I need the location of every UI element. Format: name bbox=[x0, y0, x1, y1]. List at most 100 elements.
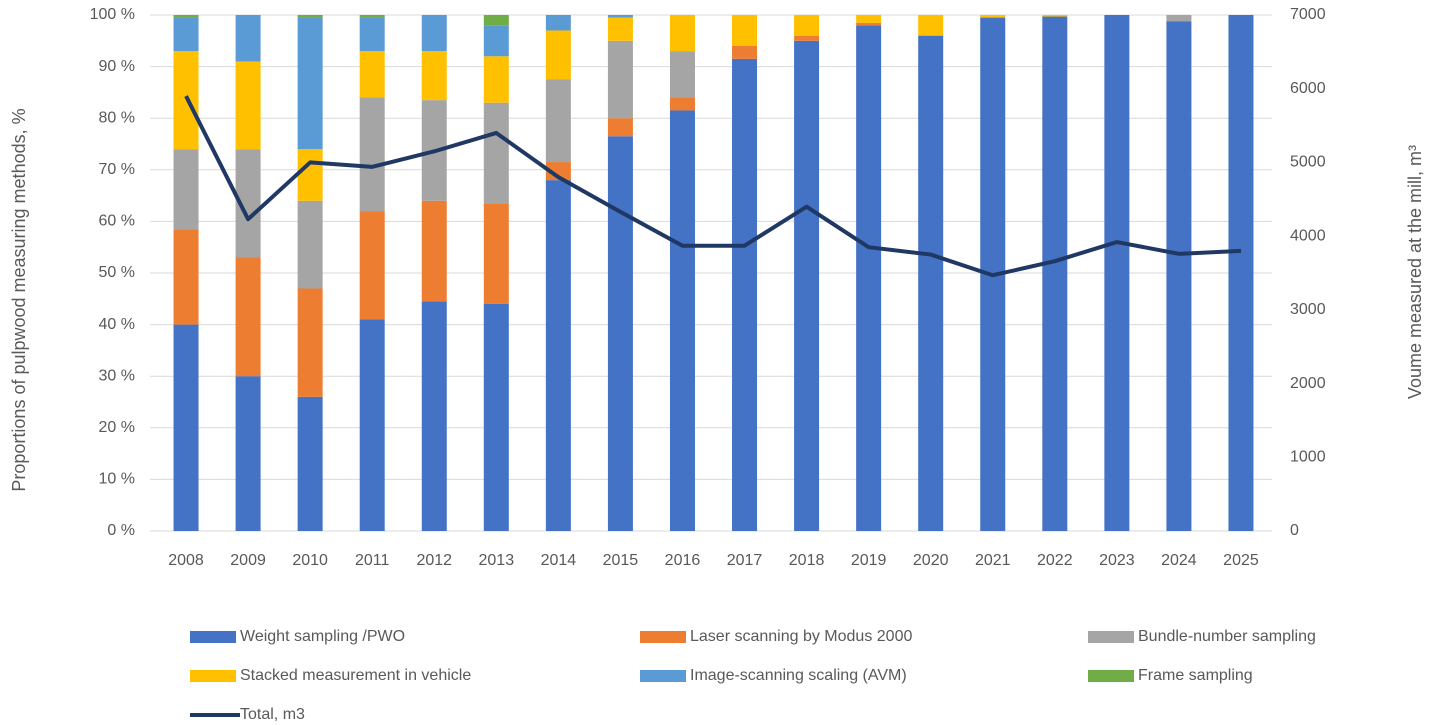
bar-segment bbox=[483, 15, 509, 26]
bar-segment bbox=[421, 51, 447, 101]
x-tick-label: 2025 bbox=[1223, 552, 1259, 569]
bar-segment bbox=[545, 15, 571, 31]
y-tick-label: 60 % bbox=[99, 213, 135, 230]
bar-segment bbox=[669, 15, 695, 52]
bar-segment bbox=[235, 15, 261, 62]
bar-segment bbox=[235, 376, 261, 531]
bar-segment bbox=[856, 15, 882, 23]
x-tick-label: 2013 bbox=[479, 552, 515, 569]
bar-segment bbox=[669, 110, 695, 532]
bar-segment bbox=[794, 35, 820, 41]
bar-segment bbox=[1042, 16, 1068, 532]
bar-segment bbox=[359, 17, 385, 52]
x-tick-label: 2014 bbox=[541, 552, 577, 569]
bar-segment bbox=[856, 22, 882, 26]
bar-segment bbox=[297, 15, 323, 18]
x-tick-label: 2024 bbox=[1161, 552, 1197, 569]
bar-segment bbox=[669, 51, 695, 98]
legend-label: Frame sampling bbox=[1138, 667, 1253, 684]
y2-tick-label: 6000 bbox=[1290, 80, 1326, 97]
y-tick-label: 70 % bbox=[99, 161, 135, 178]
legend-swatch bbox=[190, 670, 236, 682]
bar-segment bbox=[1166, 21, 1192, 532]
bar-segment bbox=[483, 203, 509, 304]
legend-label: Bundle-number sampling bbox=[1138, 628, 1316, 645]
x-tick-label: 2023 bbox=[1099, 552, 1135, 569]
y-tick-label: 40 % bbox=[99, 316, 135, 333]
x-tick-label: 2020 bbox=[913, 552, 949, 569]
legend-label: Weight sampling /PWO bbox=[240, 628, 405, 645]
y-axis-title: Proportions of pulpwood measuring method… bbox=[9, 108, 29, 491]
bar-segment bbox=[359, 51, 385, 98]
bar-segment bbox=[1166, 15, 1192, 22]
legend-label: Image-scanning scaling (AVM) bbox=[690, 667, 907, 684]
bar-segment bbox=[794, 15, 820, 36]
bar-segment bbox=[980, 15, 1006, 18]
bar-segment bbox=[421, 15, 447, 52]
y-tick-label: 20 % bbox=[99, 419, 135, 436]
y2-tick-label: 4000 bbox=[1290, 227, 1326, 244]
x-tick-label: 2011 bbox=[355, 552, 390, 569]
bar-segment bbox=[235, 257, 261, 377]
y-tick-label: 80 % bbox=[99, 109, 135, 126]
bar-segment bbox=[359, 211, 385, 320]
bar-segment bbox=[732, 45, 758, 59]
bar-segment bbox=[545, 180, 571, 531]
x-tick-label: 2010 bbox=[292, 552, 328, 569]
y2-tick-label: 2000 bbox=[1290, 375, 1326, 392]
bar-segment bbox=[856, 25, 882, 531]
x-tick-label: 2016 bbox=[665, 552, 701, 569]
y-tick-label: 0 % bbox=[107, 522, 135, 539]
x-tick-label: 2012 bbox=[416, 552, 452, 569]
bar-segment bbox=[297, 288, 323, 397]
x-tick-label: 2022 bbox=[1037, 552, 1073, 569]
bar-segment bbox=[173, 17, 199, 52]
bar-segment bbox=[297, 200, 323, 289]
bar-segment bbox=[421, 301, 447, 531]
y-tick-label: 50 % bbox=[99, 264, 135, 281]
legend-swatch bbox=[1088, 670, 1134, 682]
legend-label: Total, m3 bbox=[240, 706, 305, 723]
y2-tick-label: 7000 bbox=[1290, 6, 1326, 23]
bar-segment bbox=[732, 15, 758, 46]
bar-segment bbox=[607, 15, 633, 18]
legend-swatch bbox=[640, 631, 686, 643]
bar-segment bbox=[483, 102, 509, 204]
bar-segment bbox=[669, 97, 695, 111]
bar-segment bbox=[173, 324, 199, 531]
bar-segment bbox=[483, 25, 509, 57]
x-tick-label: 2018 bbox=[789, 552, 825, 569]
y-tick-label: 10 % bbox=[99, 471, 135, 488]
bar-segment bbox=[607, 17, 633, 41]
bar-segment bbox=[235, 61, 261, 150]
legend-swatch bbox=[640, 670, 686, 682]
bar-segment bbox=[918, 15, 944, 36]
y2-axis-title: Voume measured at the mill, m³ bbox=[1405, 145, 1425, 399]
bar-segment bbox=[421, 200, 447, 302]
x-tick-label: 2009 bbox=[230, 552, 266, 569]
bar-segment bbox=[297, 149, 323, 201]
total-line bbox=[184, 95, 1242, 278]
legend-label: Laser scanning by Modus 2000 bbox=[690, 628, 912, 645]
bar-segment bbox=[545, 79, 571, 163]
bar-segment bbox=[545, 162, 571, 181]
bar-segment bbox=[173, 15, 199, 18]
bar-segment bbox=[483, 56, 509, 103]
bar-segment bbox=[297, 17, 323, 150]
y2-tick-label: 5000 bbox=[1290, 154, 1326, 171]
x-tick-label: 2008 bbox=[168, 552, 204, 569]
legend-label: Stacked measurement in vehicle bbox=[240, 667, 471, 684]
bar-segment bbox=[545, 30, 571, 80]
legend-swatch bbox=[190, 631, 236, 643]
bar-segment bbox=[607, 40, 633, 119]
bar-segment bbox=[918, 35, 944, 531]
bar-segment bbox=[794, 40, 820, 532]
x-tick-label: 2021 bbox=[975, 552, 1011, 569]
bar-segment bbox=[1042, 15, 1068, 17]
bar-segment bbox=[173, 229, 199, 325]
y2-tick-label: 0 bbox=[1290, 522, 1299, 539]
bar-segment bbox=[732, 58, 758, 532]
y-tick-label: 100 % bbox=[90, 6, 135, 23]
bar-segment bbox=[359, 15, 385, 18]
